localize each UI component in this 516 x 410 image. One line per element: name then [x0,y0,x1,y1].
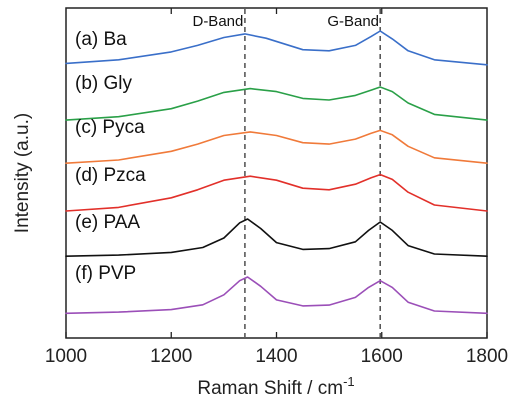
x-axis-title: Raman Shift / cm-1 [197,374,354,399]
x-tick-label-2: 1200 [150,346,192,367]
x-tick-label-4: 1600 [361,346,403,367]
series-line-6 [65,276,488,315]
band-annotation-2: G-Band [327,13,379,30]
series-line-1 [65,30,488,66]
series-group [65,30,488,315]
series-label-6: (f) PVP [75,263,136,284]
series-line-5 [65,218,488,257]
series-label-2: (b) Gly [75,73,133,94]
x-tick-label-3: 1400 [255,346,297,367]
series-line-3 [65,129,488,164]
x-axis-title-text: Raman Shift / cm [197,378,343,399]
x-tick-label-1: 1000 [45,346,87,367]
series-line-2 [65,86,488,121]
series-label-1: (a) Ba [75,29,127,50]
x-axis-ticks: 1000 1200 1400 1600 1800 [45,8,508,367]
x-tick-label-5: 1800 [466,346,508,367]
series-label-3: (c) Pyca [75,117,145,138]
x-axis-title-superscript: -1 [343,374,355,389]
series-line-4 [65,173,488,212]
band-annotation-1: D-Band [192,13,243,30]
series-labels: (a) Ba (b) Gly (c) Pyca (d) Pzca (e) PAA (f) … [75,29,146,284]
reference-lines [244,9,381,337]
y-axis-title: Intensity (a.u.) [12,113,33,233]
series-label-5: (e) PAA [75,212,140,233]
band-annotations: D-Band G-Band [192,13,379,30]
series-label-4: (d) Pzca [75,165,146,186]
